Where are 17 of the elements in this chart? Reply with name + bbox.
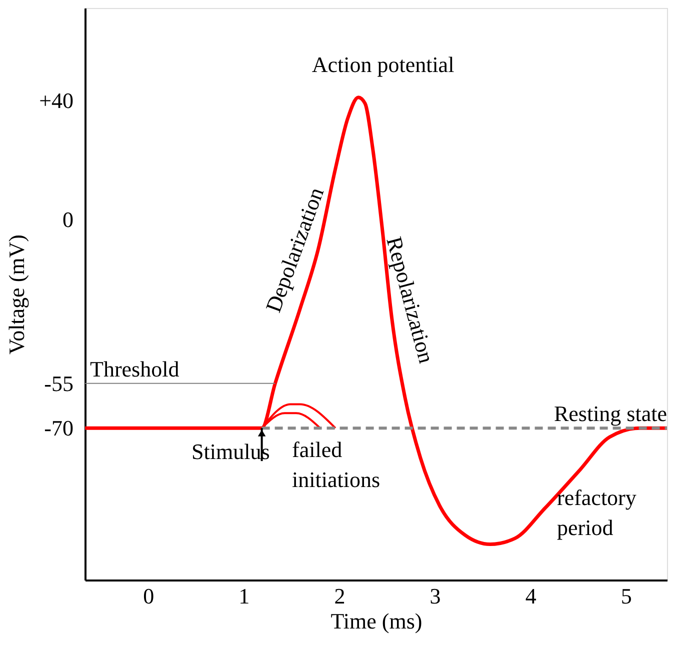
x-axis-title: Time (ms): [330, 608, 422, 634]
x-tick-label: 2: [334, 584, 346, 608]
series-label: Threshold: [90, 356, 180, 382]
x-tick-label: 3: [430, 584, 441, 608]
y-tick-label: -70: [44, 416, 74, 441]
annotation: failed initiations: [292, 437, 380, 492]
x-tick-label: 0: [143, 584, 154, 608]
y-tick-label: +40: [39, 88, 74, 113]
y-axis-title: Voltage (mV): [4, 234, 30, 354]
x-tick-label: 4: [525, 584, 536, 608]
annotation: refactory period: [557, 485, 636, 540]
annotation: Action potential: [312, 52, 454, 77]
x-tick-label: 1: [238, 584, 250, 608]
y-tick-label: 0: [62, 207, 74, 232]
y-tick-label: -55: [44, 370, 74, 396]
series-label: Resting state: [554, 401, 667, 426]
x-tick-label: 5: [620, 584, 632, 608]
